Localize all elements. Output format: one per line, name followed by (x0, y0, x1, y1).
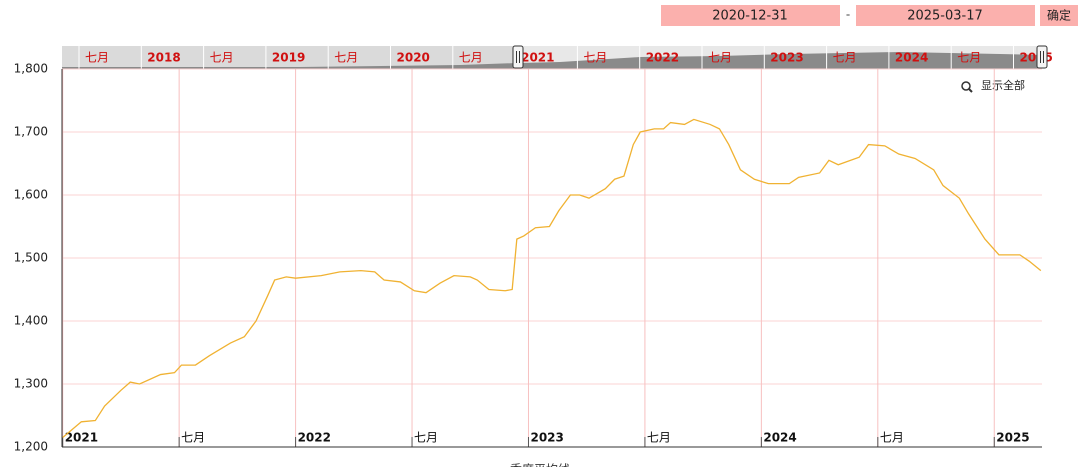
legend-item: 季度平均线 (510, 462, 570, 467)
to-input[interactable] (856, 5, 1035, 26)
x-tick-label: 七月 (647, 431, 671, 445)
navigator-label: 2022 (646, 51, 679, 65)
x-tick-label: 2021 (65, 431, 98, 445)
handle-grip (516, 51, 520, 63)
navigator-label: 七月 (459, 51, 483, 65)
y-tick-label: 1,200 (14, 440, 48, 454)
navigator-label: 2024 (895, 51, 928, 65)
navigator-label: 七月 (334, 51, 358, 65)
y-tick-label: 1,500 (14, 251, 48, 265)
handle-grip (1040, 51, 1044, 63)
x-tick-label: 七月 (181, 431, 205, 445)
x-tick-label: 2024 (763, 431, 796, 445)
navigator-label: 七月 (833, 51, 857, 65)
y-tick-label: 1,700 (14, 125, 48, 139)
zoom-button[interactable]: 显示全部 (981, 78, 1025, 92)
navigator-label: 2023 (770, 51, 803, 65)
navigator-label: 2020 (397, 51, 430, 65)
range-separator: - (846, 8, 850, 22)
navigator-label: 2021 (521, 51, 554, 65)
navigator-label: 2019 (272, 51, 305, 65)
y-tick-label: 1,400 (14, 314, 48, 328)
x-tick-label: 七月 (880, 431, 904, 445)
y-tick-label: 1,800 (14, 62, 48, 76)
navigator-label: 七月 (957, 51, 981, 65)
navigator-label: 七月 (210, 51, 234, 65)
navigator-label: 2018 (147, 51, 180, 65)
navigator-area (62, 52, 1042, 69)
x-tick-label: 七月 (414, 431, 438, 445)
navigator-label: 2025 (1020, 51, 1053, 65)
from-input[interactable] (661, 5, 840, 26)
from-date[interactable]: 2020-12-31 (712, 9, 788, 24)
confirm-button[interactable] (1040, 5, 1078, 26)
y-tick-label: 1,300 (14, 377, 48, 391)
confirm-label[interactable]: 确定 (1047, 8, 1071, 23)
navigator-label: 七月 (85, 51, 109, 65)
navigator-label: 七月 (708, 51, 732, 65)
series-line (62, 118, 1042, 439)
navigator-label: 七月 (583, 51, 607, 65)
navigator-handle[interactable] (512, 45, 524, 69)
navigator[interactable]: 七月 2018 七月 2019 七月 2020 七月 2021 七月 2022 七月 2023 七月 20… (62, 45, 1053, 69)
x-tick-label: 2023 (530, 431, 563, 445)
x-tick-label: 2025 (996, 431, 1029, 445)
to-date[interactable]: 2025-03-17 (907, 9, 983, 24)
zoom-icon[interactable] (961, 81, 973, 93)
y-tick-label: 1,600 (14, 188, 48, 202)
x-tick-label: 2022 (298, 431, 331, 445)
navigator-handle[interactable] (1036, 45, 1048, 69)
